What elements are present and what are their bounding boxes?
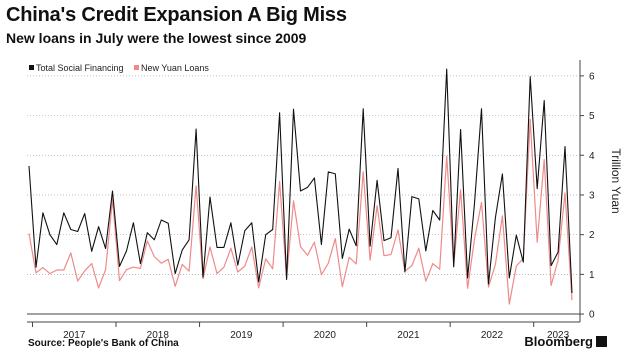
y-tick-label: 2 (589, 230, 595, 241)
bloomberg-badge-icon (596, 336, 607, 348)
x-tick-label: 2017 (63, 330, 86, 341)
source-note: Source: People's Bank of China (28, 338, 179, 349)
brand-name: Bloomberg (524, 334, 593, 349)
chart-title: China's Credit Expansion A Big Miss (6, 4, 347, 26)
x-tick-label: 2023 (547, 330, 570, 341)
y-tick-label: 3 (589, 190, 595, 201)
x-tick-label: 2019 (230, 330, 253, 341)
series-line-total-social-financing (28, 68, 573, 294)
x-tick-label: 2018 (147, 330, 170, 341)
line-chart: 0 1 2 3 4 5 6 2017 2018 2019 2020 2021 2022 2023 Trill… (27, 60, 623, 341)
y-tick-label: 4 (589, 151, 595, 162)
legend-total-social-financing-swatch (29, 65, 34, 70)
y-tick-label: 6 (589, 71, 595, 82)
legend-total-social-financing-label: Total Social Financing (36, 63, 124, 73)
x-tick-label: 2021 (397, 330, 420, 341)
x-tick-label: 2022 (481, 330, 504, 341)
legend-new-yuan-loans-swatch (134, 65, 139, 70)
chart-subtitle: New loans in July were the lowest since … (6, 30, 307, 46)
y-tick-label: 0 (589, 310, 595, 321)
brand-logo: Bloomberg (524, 334, 607, 349)
x-tick-label: 2020 (314, 330, 337, 341)
y-axis-title: Trillion Yuan (609, 148, 623, 213)
legend-new-yuan-loans-label: New Yuan Loans (141, 63, 209, 73)
series-line-new-yuan-loans (28, 118, 573, 305)
chart-area: 0 1 2 3 4 5 6 2017 2018 2019 2020 2021 2022 2023 Trill… (0, 52, 635, 352)
y-tick-label: 5 (589, 111, 595, 122)
y-tick-label: 1 (589, 270, 595, 281)
